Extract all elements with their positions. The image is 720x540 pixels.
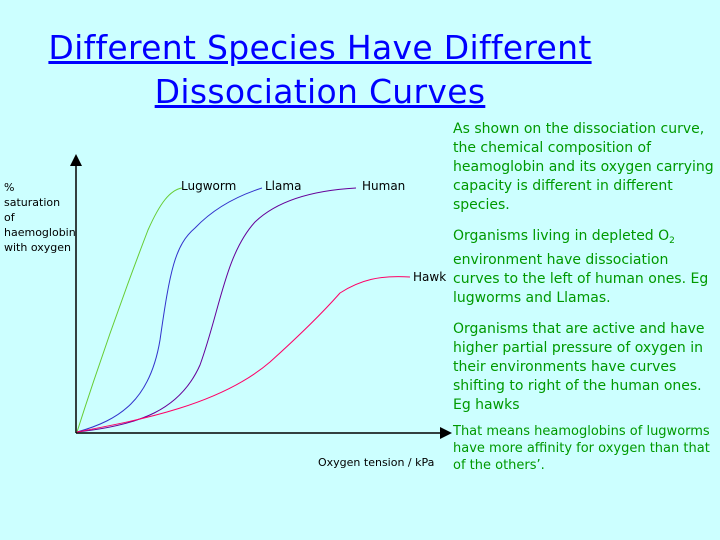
lugworm-curve xyxy=(76,187,183,433)
note-text: Organisms living in depleted O xyxy=(453,228,670,244)
y-axis-label-line: saturation xyxy=(4,196,61,209)
y-axis-label-line: % xyxy=(4,181,15,194)
hawk-curve xyxy=(76,276,411,433)
title-line-2: Dissociation Curves xyxy=(154,72,486,111)
page-title: Different Species Have Different Dissoci… xyxy=(20,26,620,114)
human-curve xyxy=(76,187,357,433)
series-label: Hawk xyxy=(413,270,446,284)
subscript: 2 xyxy=(669,236,675,246)
y-axis-label: % saturation of haemoglobin with oxygen xyxy=(4,180,76,255)
y-axis-label-line: of xyxy=(4,211,15,224)
y-axis-label-line: with oxygen xyxy=(4,241,71,254)
note-paragraph: Organisms living in depleted O2 environm… xyxy=(453,227,715,308)
series-label: Human xyxy=(362,179,405,193)
note-paragraph: Organisms that are active and have highe… xyxy=(453,321,705,413)
title-line-1: Different Species Have Different xyxy=(48,28,592,67)
x-axis-label: Oxygen tension / kPa xyxy=(318,456,435,469)
series-label: Llama xyxy=(265,179,301,193)
note-text: environment have dissociation curves to … xyxy=(453,252,709,306)
notes-panel: As shown on the dissociation curve, the … xyxy=(453,120,715,486)
y-axis-label-line: haemoglobin xyxy=(4,226,76,239)
note-paragraph: That means heamoglobins of lugworms have… xyxy=(453,424,710,473)
llama-curve xyxy=(76,187,263,433)
note-paragraph: As shown on the dissociation curve, the … xyxy=(453,121,714,213)
series-label: Lugworm xyxy=(181,179,236,193)
